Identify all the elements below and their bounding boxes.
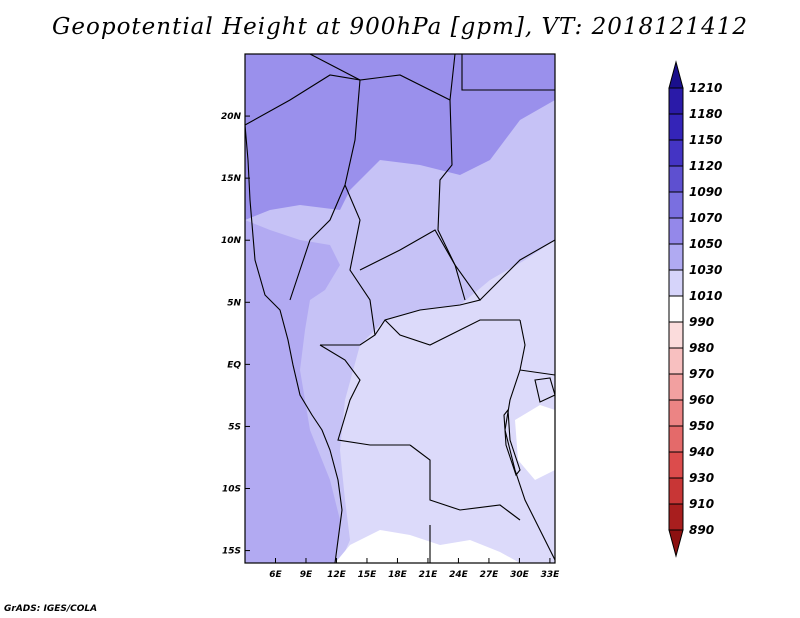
y-tick-label: 10N xyxy=(221,236,242,246)
lake-tanganyika xyxy=(503,408,521,477)
colorbar-level-label: 1150 xyxy=(689,133,722,147)
colorbar-swatch xyxy=(668,191,684,219)
y-tick-label: 15S xyxy=(222,547,241,557)
geopotential-field xyxy=(245,54,555,563)
credit-text: GrADS: IGES/COLA xyxy=(4,604,98,614)
colorbar-level-label: 960 xyxy=(689,393,714,407)
colorbar-swatch xyxy=(668,503,684,531)
map-frame xyxy=(244,53,556,564)
colorbar-level-label: 1010 xyxy=(689,289,722,303)
colorbar-top-arrow xyxy=(668,60,684,89)
border-libya-chad xyxy=(309,54,456,101)
colorbar-level-label: 1050 xyxy=(689,237,722,251)
field-band-1050 xyxy=(245,220,340,563)
border-congo xyxy=(319,344,410,446)
x-tick-label: 27E xyxy=(480,570,500,580)
x-tick-label: 9E xyxy=(300,570,313,580)
border-nigeria xyxy=(289,184,346,301)
x-tick-label: 12E xyxy=(327,570,347,580)
field-band-990-south xyxy=(335,530,520,563)
x-tick-label: 33E xyxy=(541,570,561,580)
y-tick-label: 15N xyxy=(221,174,242,184)
colorbar-swatch xyxy=(668,477,684,505)
border-drc-angola xyxy=(409,444,521,521)
field-band-1010 xyxy=(340,240,555,563)
border-drc-north xyxy=(384,319,520,346)
country-borders xyxy=(245,54,555,563)
field-band-1070 xyxy=(245,54,555,220)
lake-victoria xyxy=(534,377,555,403)
colorbar-bottom-arrow xyxy=(668,529,684,558)
y-tick-label: 20N xyxy=(221,112,242,122)
colorbar-swatch xyxy=(668,269,684,297)
border-uganda xyxy=(519,369,555,376)
colorbar-swatch xyxy=(668,113,684,141)
border-cameroon xyxy=(320,184,376,346)
colorbar-level-label: 980 xyxy=(689,341,714,355)
y-tick-label: 10S xyxy=(222,485,241,495)
x-tick-label: 21E xyxy=(419,570,439,580)
colorbar-level-label: 930 xyxy=(689,471,714,485)
colorbar-level-label: 1120 xyxy=(689,159,722,173)
colorbar-level-label: 1210 xyxy=(689,81,722,95)
x-tick-label: 15E xyxy=(358,570,378,580)
colorbar-swatch xyxy=(668,451,684,479)
colorbar-swatch xyxy=(668,243,684,271)
colorbar-swatch xyxy=(668,139,684,167)
field-band-990-east xyxy=(515,405,555,480)
colorbar-level-label: 1030 xyxy=(689,263,722,277)
colorbar-swatch xyxy=(668,347,684,375)
colorbar-swatch xyxy=(668,165,684,193)
border-south-sudan xyxy=(479,239,555,301)
colorbar-level-label: 970 xyxy=(689,367,714,381)
colorbar: 1210 1180 1150 1120 1090 1070 1050 1030 1010 990 9… xyxy=(668,60,722,558)
colorbar-level-label: 910 xyxy=(689,497,714,511)
coastline-west xyxy=(245,124,343,563)
border-chad-sudan xyxy=(437,99,466,301)
border-egypt-sudan xyxy=(461,54,555,91)
colorbar-level-label: 940 xyxy=(689,445,714,459)
colorbar-swatch xyxy=(668,321,684,349)
y-tick-label: 5S xyxy=(228,422,241,432)
colorbar-swatch xyxy=(668,295,684,323)
colorbar-swatch xyxy=(668,399,684,427)
x-tick-label: 6E xyxy=(269,570,282,580)
x-tick-label: 24E xyxy=(449,570,469,580)
colorbar-level-label: 1090 xyxy=(689,185,722,199)
y-tick-label: 5N xyxy=(227,298,241,308)
colorbar-level-label: 1070 xyxy=(689,211,722,225)
x-tick-label: 18E xyxy=(388,570,408,580)
colorbar-swatch xyxy=(668,373,684,401)
colorbar-level-label: 990 xyxy=(689,315,714,329)
colorbar-level-label: 950 xyxy=(689,419,714,433)
y-axis-ticks: 20N 15N 10N 5N EQ 5S 10S 15S xyxy=(221,112,250,557)
x-axis-ticks: 6E 9E 12E 15E 18E 21E 24E 27E 30E 33E xyxy=(269,558,560,580)
x-tick-label: 30E xyxy=(510,570,530,580)
colorbar-level-label: 1180 xyxy=(689,107,722,121)
colorbar-swatch xyxy=(668,425,684,453)
map-title: Geopotential Height at 900hPa [gpm], VT:… xyxy=(52,14,748,40)
colorbar-swatch xyxy=(668,217,684,245)
border-niger xyxy=(245,74,361,186)
colorbar-level-label: 890 xyxy=(689,523,714,537)
colorbar-swatch xyxy=(668,87,684,115)
y-tick-label: EQ xyxy=(227,360,241,370)
